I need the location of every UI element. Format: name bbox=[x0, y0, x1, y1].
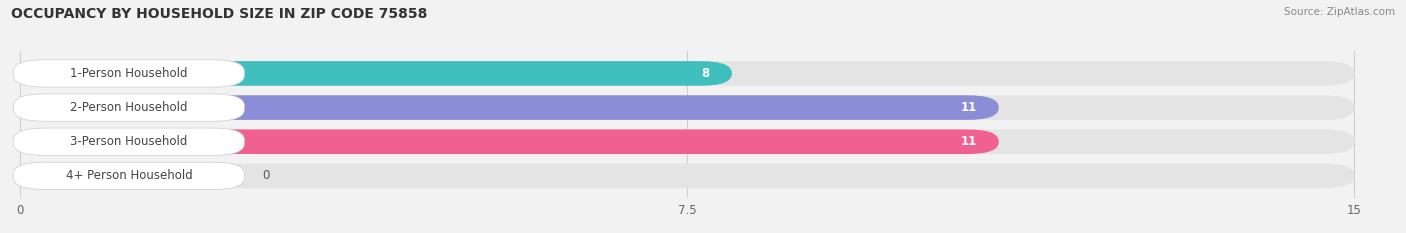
FancyBboxPatch shape bbox=[13, 128, 245, 155]
Text: 2-Person Household: 2-Person Household bbox=[70, 101, 187, 114]
FancyBboxPatch shape bbox=[20, 61, 733, 86]
FancyBboxPatch shape bbox=[20, 95, 998, 120]
FancyBboxPatch shape bbox=[13, 162, 245, 189]
FancyBboxPatch shape bbox=[20, 130, 1354, 154]
FancyBboxPatch shape bbox=[13, 60, 245, 87]
FancyBboxPatch shape bbox=[20, 164, 1354, 188]
FancyBboxPatch shape bbox=[13, 94, 245, 121]
Text: 1-Person Household: 1-Person Household bbox=[70, 67, 187, 80]
Text: 3-Person Household: 3-Person Household bbox=[70, 135, 187, 148]
FancyBboxPatch shape bbox=[20, 95, 1354, 120]
Text: Source: ZipAtlas.com: Source: ZipAtlas.com bbox=[1284, 7, 1395, 17]
FancyBboxPatch shape bbox=[20, 61, 1354, 86]
FancyBboxPatch shape bbox=[20, 130, 998, 154]
Text: 0: 0 bbox=[263, 169, 270, 182]
Text: OCCUPANCY BY HOUSEHOLD SIZE IN ZIP CODE 75858: OCCUPANCY BY HOUSEHOLD SIZE IN ZIP CODE … bbox=[11, 7, 427, 21]
Text: 11: 11 bbox=[960, 135, 977, 148]
Text: 8: 8 bbox=[702, 67, 710, 80]
Text: 11: 11 bbox=[960, 101, 977, 114]
Text: 4+ Person Household: 4+ Person Household bbox=[66, 169, 193, 182]
